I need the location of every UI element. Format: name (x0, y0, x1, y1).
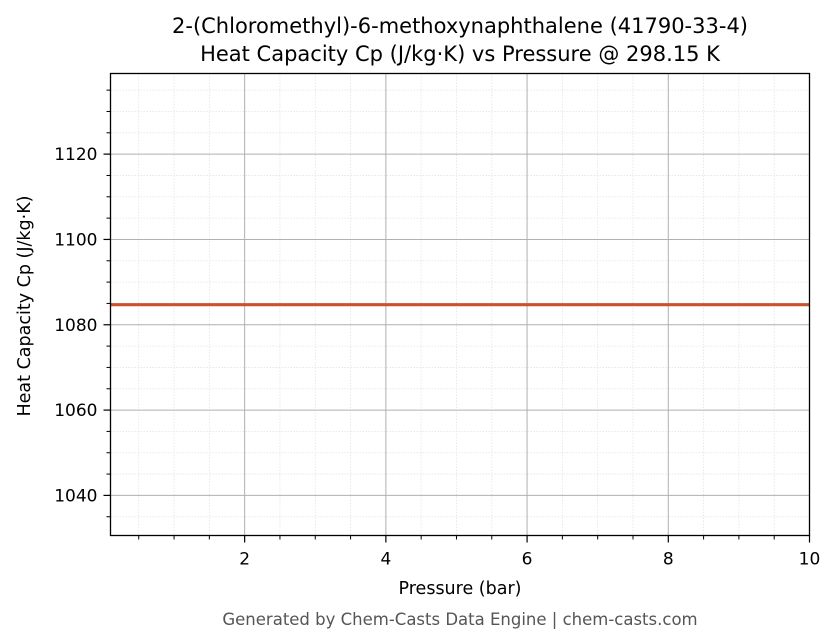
footer-credit: Generated by Chem-Casts Data Engine | ch… (222, 610, 697, 629)
y-axis-label: Heat Capacity Cp (J/kg·K) (15, 196, 35, 417)
x-tick-label: 8 (663, 550, 674, 570)
y-tick-label: 1080 (54, 316, 97, 336)
x-tick-label: 4 (380, 550, 391, 570)
y-axis-ticks: 1040 1060 1080 1100 1120 (54, 89, 111, 518)
x-axis-ticks: 2 4 6 8 10 (138, 535, 821, 570)
x-tick-label: 6 (522, 550, 533, 570)
x-axis-label: Pressure (bar) (399, 579, 522, 599)
y-tick-label: 1040 (54, 486, 97, 506)
major-grid (110, 73, 810, 536)
y-tick-label: 1120 (54, 145, 97, 165)
x-tick-label: 2 (239, 550, 250, 570)
minor-grid (110, 73, 810, 536)
chart-subtitle: Heat Capacity Cp (J/kg·K) vs Pressure @ … (200, 42, 721, 66)
y-tick-label: 1060 (54, 401, 97, 421)
plot-frame (109, 72, 811, 537)
chart-title: 2-(Chloromethyl)-6-methoxynaphthalene (4… (172, 14, 748, 38)
x-tick-label: 10 (799, 550, 821, 570)
y-tick-label: 1100 (54, 230, 97, 250)
